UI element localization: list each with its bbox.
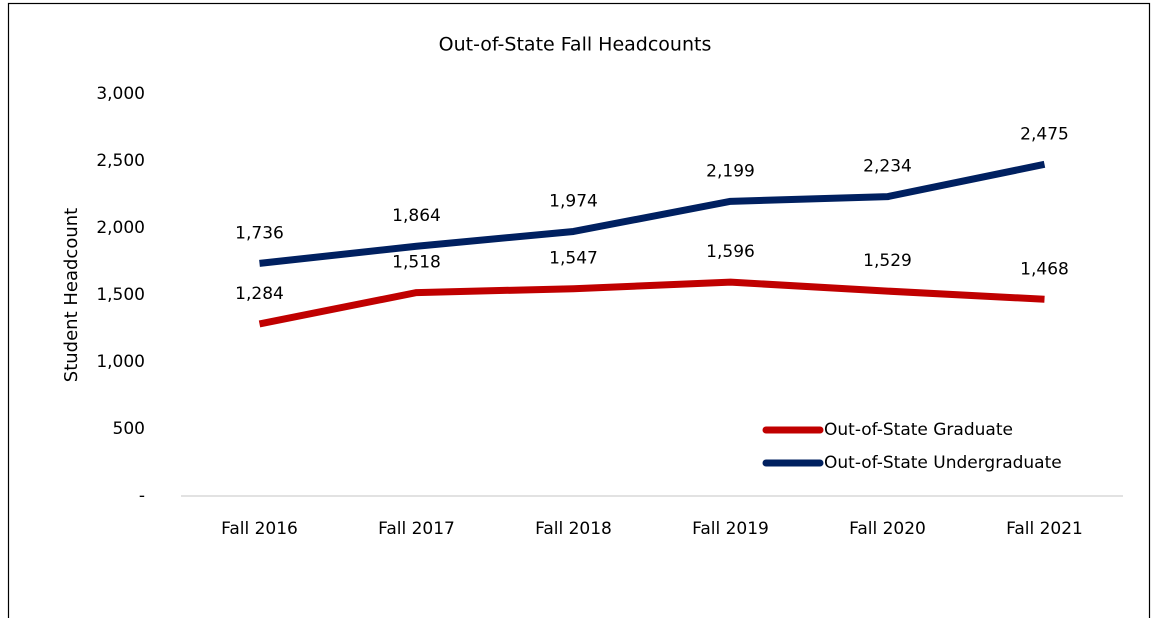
x-tick-label: Fall 2019 <box>692 519 769 539</box>
data-label: 1,284 <box>235 284 284 304</box>
data-label: 2,199 <box>706 161 755 181</box>
x-tick-label: Fall 2018 <box>535 519 612 539</box>
data-label: 1,736 <box>235 223 284 243</box>
y-tick-label: 2,500 <box>96 151 145 171</box>
y-tick-label: 3,000 <box>96 84 145 104</box>
y-axis-label: Student Headcount <box>61 208 82 382</box>
legend-label: Out-of-State Graduate <box>824 420 1013 440</box>
data-label: 1,468 <box>1020 259 1069 279</box>
data-label: 1,864 <box>392 206 441 226</box>
data-label: 1,529 <box>863 251 912 271</box>
y-tick-label: 1,500 <box>96 285 145 305</box>
data-label: 1,518 <box>392 253 441 273</box>
data-label: 2,475 <box>1020 124 1069 144</box>
x-tick-label: Fall 2017 <box>378 519 455 539</box>
legend-label: Out-of-State Undergraduate <box>824 453 1062 473</box>
y-tick-label: - <box>139 486 145 506</box>
y-tick-label: 500 <box>113 419 145 439</box>
x-tick-label: Fall 2020 <box>849 519 926 539</box>
y-tick-label: 1,000 <box>96 352 145 372</box>
series-line <box>259 160 1046 267</box>
x-tick-label: Fall 2016 <box>221 519 298 539</box>
x-tick-label: Fall 2021 <box>1006 519 1083 539</box>
chart-border <box>7 2 1151 622</box>
series-line <box>258 278 1045 328</box>
data-label: 1,974 <box>549 191 598 211</box>
data-label: 2,234 <box>863 157 912 177</box>
data-label: 1,547 <box>549 249 598 269</box>
data-label: 1,596 <box>706 242 755 262</box>
y-tick-label: 2,000 <box>96 218 145 238</box>
chart-title: Out-of-State Fall Headcounts <box>439 34 712 56</box>
